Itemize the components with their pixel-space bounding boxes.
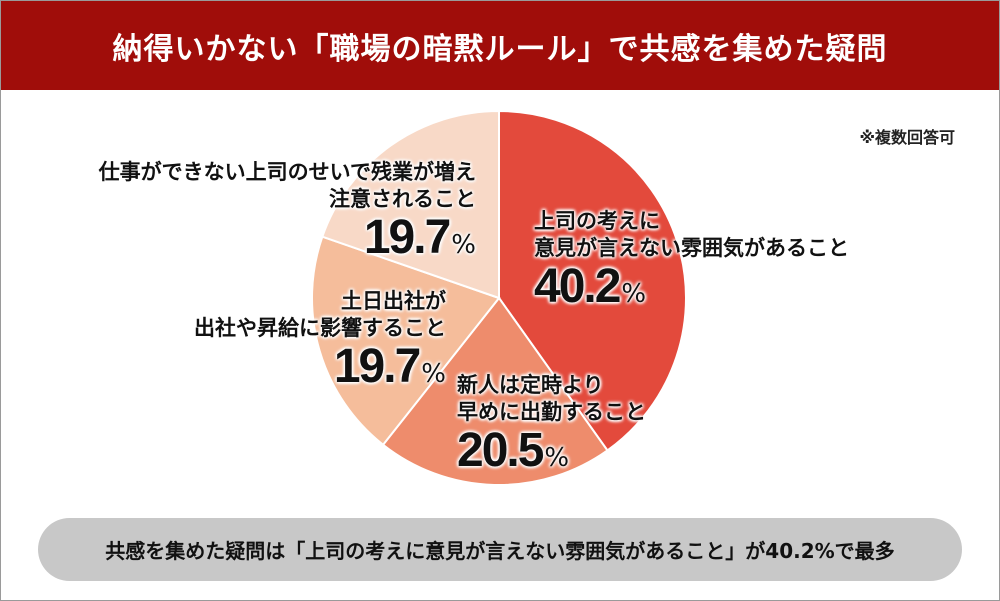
slice-label-1: 上司の考えに 意見が言えない雰囲気があること 40.2% xyxy=(534,208,849,322)
page-title: 納得いかない「職場の暗黙ルール」で共感を集めた疑問 xyxy=(112,31,888,67)
summary-banner: 共感を集めた疑問は「上司の考えに意見が言えない雰囲気があること」が40.2%で最… xyxy=(38,518,962,581)
summary-text: 共感を集めた疑問は「上司の考えに意見が言えない雰囲気があること」が40.2%で最… xyxy=(105,539,895,563)
slice-label-4: 仕事ができない上司のせいで残業が増え 注意されること 19.7% xyxy=(99,159,476,273)
slice-value-2: 20.5 xyxy=(457,424,544,477)
slice-unit-2: % xyxy=(544,443,570,473)
slice-label-4-line-1: 仕事ができない上司のせいで残業が増え xyxy=(98,160,476,184)
slice-label-3-line-1: 土日出社が xyxy=(341,289,446,313)
pie-slice-2 xyxy=(381,296,609,486)
pie-slice-4 xyxy=(321,109,500,300)
slice-label-3-line-2: 出社や昇給に影響すること xyxy=(194,316,446,340)
slice-label-2-line-2: 早めに出勤すること xyxy=(457,400,646,424)
pie-slice-3 xyxy=(311,235,501,447)
slice-label-2: 新人は定時より 早めに出勤すること 20.5% xyxy=(457,372,646,486)
multiple-answer-note: ※複数回答可 xyxy=(859,128,955,147)
slice-unit-3: % xyxy=(421,359,446,389)
slice-label-1-line-2: 意見が言えない雰囲気があること xyxy=(534,236,849,260)
slice-label-1-line-1: 上司の考えに xyxy=(534,209,660,233)
header-banner: 納得いかない「職場の暗黙ルール」で共感を集めた疑問 xyxy=(1,1,999,90)
slice-unit-4: % xyxy=(451,230,476,260)
slice-label-2-line-1: 新人は定時より xyxy=(457,373,604,397)
slice-label-3: 土日出社が 出社や昇給に影響すること 19.7% xyxy=(194,288,446,402)
slice-label-4-line-2: 注意されること xyxy=(329,187,476,211)
slice-value-3: 19.7 xyxy=(333,340,421,393)
slice-unit-1: % xyxy=(621,279,647,309)
slice-value-4: 19.7 xyxy=(363,211,451,264)
pie-slice-1 xyxy=(498,109,687,452)
slice-value-1: 40.2 xyxy=(534,260,621,313)
